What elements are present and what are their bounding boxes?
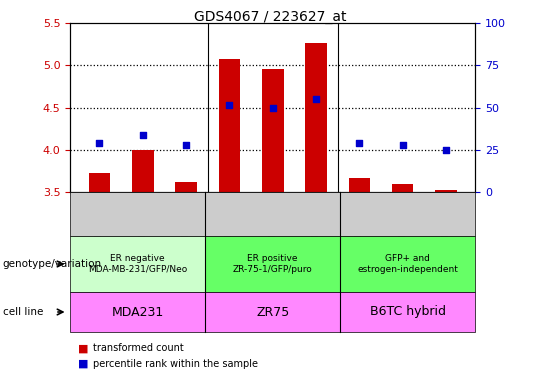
Text: ZR75: ZR75 <box>256 306 289 318</box>
Bar <box>176 182 197 192</box>
Text: ER positive
ZR-75-1/GFP/puro: ER positive ZR-75-1/GFP/puro <box>233 254 313 274</box>
Point <box>312 96 320 102</box>
Text: MDA231: MDA231 <box>112 306 164 318</box>
Point <box>442 147 450 153</box>
Point <box>399 142 407 148</box>
Text: ■: ■ <box>78 359 89 369</box>
Bar <box>262 69 284 192</box>
Text: genotype/variation: genotype/variation <box>3 259 102 269</box>
Bar <box>392 184 414 192</box>
Bar <box>89 174 110 192</box>
Text: GFP+ and
estrogen-independent: GFP+ and estrogen-independent <box>357 254 458 274</box>
Bar <box>219 58 240 192</box>
Text: transformed count: transformed count <box>93 343 184 353</box>
Bar <box>132 150 153 192</box>
Text: ER negative
MDA-MB-231/GFP/Neo: ER negative MDA-MB-231/GFP/Neo <box>88 254 187 274</box>
Text: ■: ■ <box>78 343 89 353</box>
Point <box>225 102 234 108</box>
Bar <box>435 190 457 192</box>
Bar <box>348 178 370 192</box>
Text: GDS4067 / 223627_at: GDS4067 / 223627_at <box>194 10 346 23</box>
Point <box>138 131 147 137</box>
Point <box>95 140 104 146</box>
Point <box>355 140 363 146</box>
Text: cell line: cell line <box>3 307 43 317</box>
Text: percentile rank within the sample: percentile rank within the sample <box>93 359 258 369</box>
Bar <box>305 43 327 192</box>
Point <box>268 104 277 111</box>
Point <box>182 142 191 148</box>
Text: B6TC hybrid: B6TC hybrid <box>370 306 446 318</box>
